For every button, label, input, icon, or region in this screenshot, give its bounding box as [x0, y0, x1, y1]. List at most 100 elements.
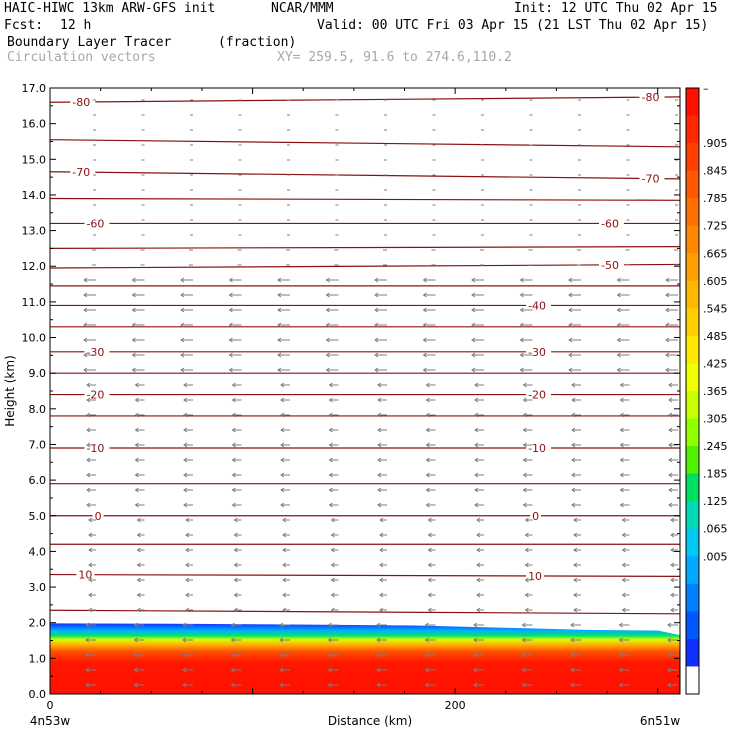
- contour-label: -30: [528, 346, 546, 359]
- vector-head: [379, 532, 384, 538]
- vector-head: [325, 337, 330, 343]
- vector-head: [471, 307, 476, 313]
- vector-head: [376, 667, 381, 673]
- vector-head: [185, 607, 190, 613]
- vector-head: [571, 427, 576, 433]
- vector-head: [277, 352, 282, 358]
- vector-head: [86, 472, 91, 478]
- vector-head: [131, 322, 136, 328]
- contour-label-bg: [639, 91, 665, 103]
- org-label: NCAR/MMM: [271, 1, 334, 16]
- contour-label: -80: [72, 96, 90, 109]
- vector-head: [85, 667, 90, 673]
- colorbar-swatch: [686, 170, 699, 199]
- vector-head: [422, 322, 427, 328]
- vector-head: [327, 622, 332, 628]
- vector-head: [471, 322, 476, 328]
- vector-head: [474, 382, 479, 388]
- vector-head: [185, 577, 190, 583]
- vector-head: [279, 652, 284, 658]
- vector-head: [424, 652, 429, 658]
- vector-head: [83, 292, 88, 298]
- vector-head: [231, 397, 236, 403]
- colorbar-swatch: [686, 253, 699, 282]
- vector-head: [568, 352, 573, 358]
- vector-head: [524, 577, 529, 583]
- vector-head: [425, 397, 430, 403]
- vector-head: [134, 502, 139, 508]
- vector-head: [476, 517, 481, 523]
- colorbar-label: .785: [703, 192, 728, 205]
- vector-head: [570, 652, 575, 658]
- vector-head: [668, 397, 673, 403]
- vector-head: [571, 382, 576, 388]
- x-axis-label: Distance (km): [328, 714, 412, 728]
- vector-head: [521, 652, 526, 658]
- colorbar-label: .845: [703, 165, 728, 178]
- vector-head: [228, 277, 233, 283]
- vector-head: [571, 472, 576, 478]
- vector-head: [328, 472, 333, 478]
- contour-line: [50, 139, 680, 148]
- y-tick-label: 7.0: [29, 438, 47, 451]
- vector-head: [474, 442, 479, 448]
- vector-head: [83, 367, 88, 373]
- contour-line: [50, 246, 680, 250]
- colorbar-swatch: [686, 363, 699, 392]
- vector-head: [131, 277, 136, 283]
- vector-head: [231, 487, 236, 493]
- contour-line: [50, 197, 680, 201]
- vector-head: [282, 577, 287, 583]
- vector-head: [471, 292, 476, 298]
- vector-head: [277, 292, 282, 298]
- colorbar-label: .245: [703, 440, 728, 453]
- vector-head: [570, 682, 575, 688]
- vector-head: [621, 562, 626, 568]
- vector-head: [230, 637, 235, 643]
- vector-head: [182, 652, 187, 658]
- vector-head: [573, 577, 578, 583]
- vector-head: [131, 352, 136, 358]
- contour-label-bg: [84, 345, 110, 357]
- vector-head: [134, 442, 139, 448]
- vector-head: [379, 562, 384, 568]
- vector-head: [425, 502, 430, 508]
- vector-head: [570, 622, 575, 628]
- vector-head: [571, 412, 576, 418]
- vector-head: [665, 322, 670, 328]
- vector-head: [667, 637, 672, 643]
- vector-head: [376, 652, 381, 658]
- vector-head: [374, 337, 379, 343]
- vector-head: [476, 577, 481, 583]
- vector-head: [134, 397, 139, 403]
- x-left-endpoint: 4n53w: [30, 714, 71, 728]
- vector-head: [131, 307, 136, 313]
- vector-head: [471, 277, 476, 283]
- colorbar-label: .545: [703, 302, 728, 315]
- vector-head: [377, 502, 382, 508]
- vector-head: [616, 352, 621, 358]
- vector-head: [568, 322, 573, 328]
- vector-head: [379, 592, 384, 598]
- y-tick-label: 3.0: [29, 581, 47, 594]
- contour-label: 0: [95, 510, 102, 523]
- vector-head: [422, 367, 427, 373]
- vector-head: [621, 532, 626, 538]
- contour-label-bg: [70, 166, 96, 178]
- vector-head: [422, 337, 427, 343]
- colorbar-swatch: [686, 583, 699, 612]
- vector-head: [330, 577, 335, 583]
- vector-head: [670, 532, 675, 538]
- vector-head: [474, 457, 479, 463]
- vector-head: [183, 427, 188, 433]
- contour-label: -70: [72, 166, 90, 179]
- vector-head: [621, 547, 626, 553]
- vector-head: [282, 532, 287, 538]
- y-tick-label: 16.0: [22, 118, 47, 131]
- vector-head: [427, 517, 432, 523]
- colorbar-label: .125: [703, 495, 728, 508]
- vector-head: [524, 607, 529, 613]
- vector-head: [374, 307, 379, 313]
- vector-head: [665, 292, 670, 298]
- vector-head: [374, 277, 379, 283]
